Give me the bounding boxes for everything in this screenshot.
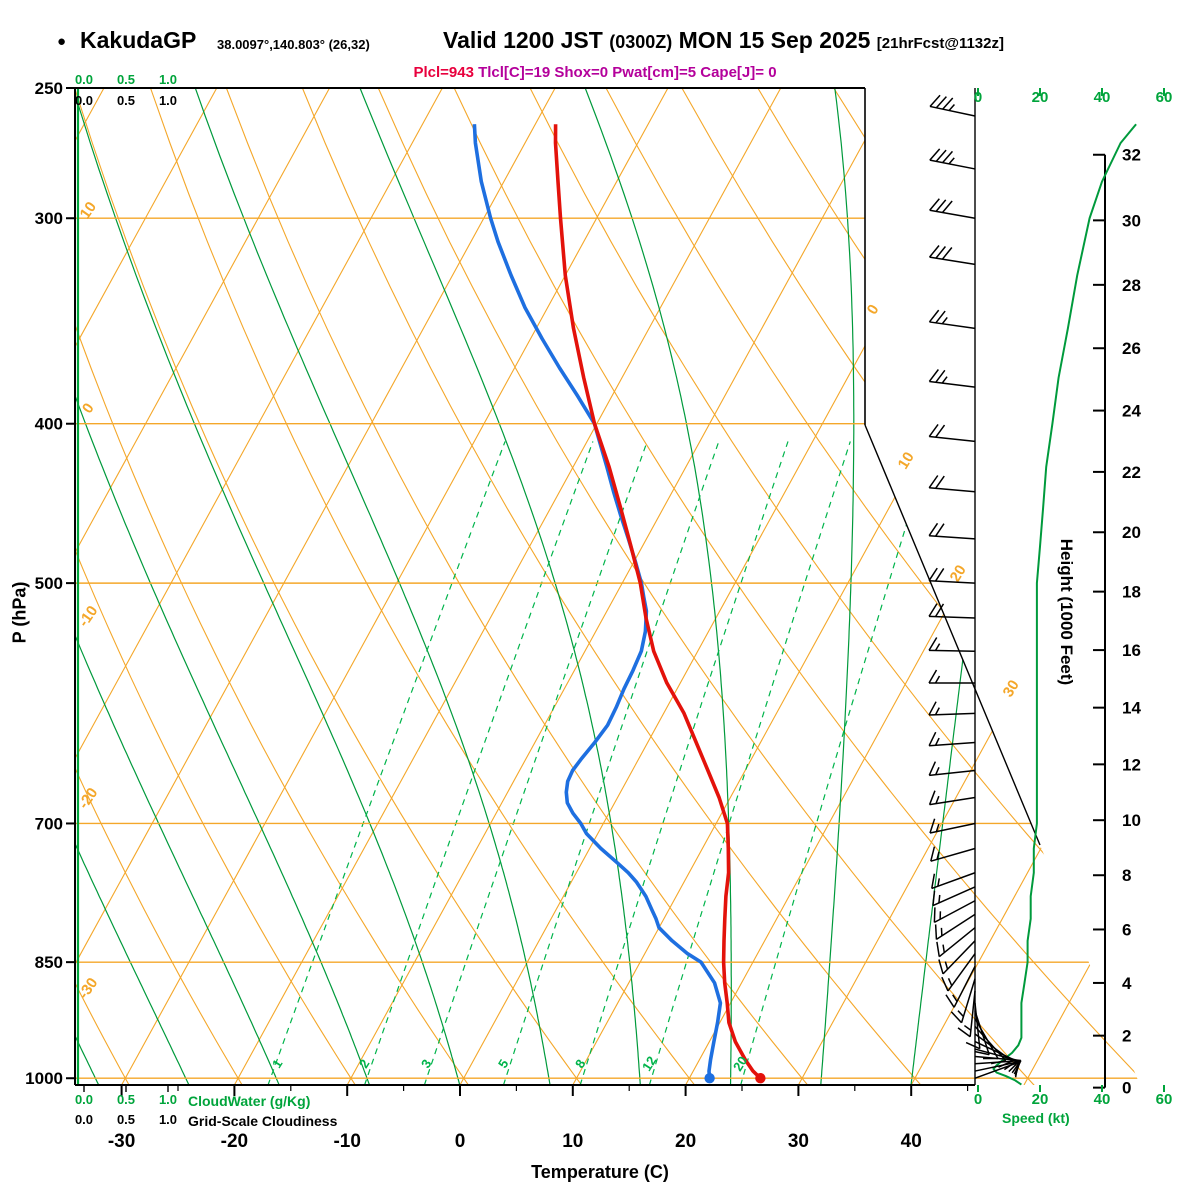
cloudwater-scale-label: 0.5: [117, 1092, 135, 1107]
temperature-tick-label: 30: [788, 1131, 809, 1152]
dewpoint-curve: [472, 124, 723, 1079]
valid-time: Valid 1200 JST: [443, 27, 610, 53]
param-plcl: Plcl=943: [413, 64, 474, 81]
param-indices: Tlcl[C]=19 Shox=0 Pwat[cm]=5 Cape[J]= 0: [473, 64, 777, 81]
cloudwater-scale-label: 1.0: [159, 1092, 177, 1107]
dry-adiabat-label: 10: [77, 199, 100, 222]
pressure-tick-label: 400: [35, 415, 63, 434]
forecast-ref: [21hrFcst@1132z]: [876, 35, 1004, 52]
pressure-tick-label: 700: [35, 814, 63, 833]
stability-params-line: Plcl=943 Tlcl[C]=19 Shox=0 Pwat[cm]=5 Ca…: [295, 64, 895, 81]
pressure-tick-label: 300: [35, 209, 63, 228]
cloudwater-axis-title: CloudWater (g/Kg): [188, 1093, 311, 1109]
moist-adiabat-lines: [75, 88, 1027, 1085]
mixing-ratio-lines: [267, 441, 933, 1085]
wind-barbs: [928, 94, 1022, 1079]
pressure-tick-label: 850: [35, 953, 63, 972]
height-tick-label: 4: [1122, 974, 1132, 993]
height-tick-label: 8: [1122, 866, 1131, 885]
speed-tick-label: 0: [974, 89, 982, 106]
valid-date: MON 15 Sep 2025: [672, 27, 877, 53]
height-tick-label: 18: [1122, 583, 1141, 602]
mixing-ratio-label: 12: [639, 1054, 659, 1074]
height-tick-label: 16: [1122, 641, 1141, 660]
speed-tick-label: 40: [1094, 89, 1111, 106]
temperature-tick-label: 10: [562, 1131, 583, 1152]
height-tick-label: 10: [1122, 811, 1141, 830]
cloudiness-axis-title: Grid-Scale Cloudiness: [188, 1113, 338, 1129]
height-tick-label: 0: [1122, 1079, 1131, 1098]
dry-adiabat-lines: [75, 88, 1140, 1085]
station-name: KakudaGP: [80, 27, 197, 53]
cloudwater-scale-label: 0.0: [75, 1092, 93, 1107]
speed-tick-label: 60: [1156, 1091, 1173, 1108]
mixing-ratio-label: 2: [356, 1057, 373, 1071]
isotherm-label: 30: [1000, 677, 1023, 700]
temperature-tick-label: 0: [455, 1131, 466, 1152]
isotherm-label: 10: [895, 449, 918, 472]
height-tick-label: 24: [1122, 402, 1141, 421]
pressure-tick-label: 1000: [25, 1069, 63, 1088]
cloudwater-scale-label: 0.0: [75, 72, 93, 87]
cloudiness-scale-label: 0.5: [117, 93, 135, 108]
cloudiness-scale-label: 0.0: [75, 93, 93, 108]
height-tick-label: 6: [1122, 920, 1131, 939]
height-tick-label: 20: [1122, 523, 1141, 542]
temperature-tick-label: 20: [675, 1131, 696, 1152]
speed-tick-label: 40: [1094, 1091, 1111, 1108]
speed-tick-label: 20: [1032, 1091, 1049, 1108]
isotherm-lines: [75, 88, 1140, 1085]
plot-border: [74, 87, 1041, 1086]
speed-tick-label: 60: [1156, 89, 1173, 106]
height-tick-label: 30: [1122, 211, 1141, 230]
cloudiness-scale-label: 0.0: [75, 1112, 93, 1127]
speed-axis-title: Speed (kt): [1002, 1110, 1070, 1126]
height-tick-label: 14: [1122, 699, 1141, 718]
isotherm-label: 20: [947, 562, 970, 585]
temperature-tick-label: 40: [901, 1131, 922, 1152]
height-tick-label: 2: [1122, 1027, 1131, 1046]
temperature-tick-label: -20: [221, 1131, 248, 1152]
temperature-curve: [553, 124, 762, 1080]
height-tick-label: 22: [1122, 463, 1141, 482]
pressure-axis-title: P (hPa): [9, 581, 30, 644]
height-tick-label: 28: [1122, 276, 1141, 295]
valid-time-line: Valid 1200 JST (0300Z) MON 15 Sep 2025 […: [443, 27, 1004, 54]
height-axis-title: Height (1000 Feet): [1057, 538, 1076, 686]
pressure-tick-label: 500: [35, 574, 63, 593]
height-tick-label: 12: [1122, 755, 1141, 774]
pressure-gridlines: [75, 217, 1140, 1079]
cloudwater-scale-label: 1.0: [159, 72, 177, 87]
isotherm-label: 0: [864, 302, 883, 318]
speed-tick-label: 0: [974, 1091, 982, 1108]
cloudiness-scale-label: 1.0: [159, 93, 177, 108]
cloudwater-scale-label: 0.5: [117, 72, 135, 87]
mixing-ratio-label: 8: [572, 1057, 589, 1071]
pressure-tick-label: 250: [35, 79, 63, 98]
speed-tick-label: 20: [1032, 89, 1049, 106]
surface-temperature-dot: [755, 1073, 766, 1084]
temperature-tick-label: -30: [108, 1131, 135, 1152]
temperature-axis-title: Temperature (C): [531, 1162, 669, 1182]
height-tick-label: 32: [1122, 146, 1141, 165]
station-coords: 38.0097°,140.803° (26,32): [217, 37, 370, 52]
mixing-ratio-label: 20: [730, 1054, 750, 1074]
height-tick-label: 26: [1122, 339, 1141, 358]
surface-dewpoint-dot: [704, 1073, 715, 1084]
cloudiness-scale-label: 1.0: [159, 1112, 177, 1127]
valid-utc: (0300Z): [609, 32, 673, 52]
station-bullet-icon: ●: [57, 33, 67, 50]
mixing-ratio-label: 5: [495, 1057, 512, 1071]
corner-cut-diagonal: [864, 424, 1041, 846]
sounding-curves: [472, 124, 766, 1084]
mixing-ratio-label: 3: [418, 1057, 435, 1071]
cloudiness-scale-label: 0.5: [117, 1112, 135, 1127]
temperature-tick-label: -10: [333, 1131, 360, 1152]
